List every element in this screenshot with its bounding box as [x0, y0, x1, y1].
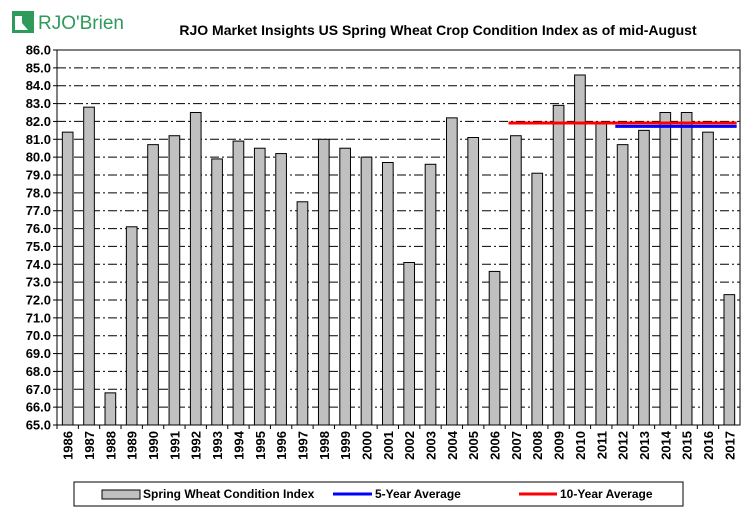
legend-label-condition-index: Spring Wheat Condition Index [143, 487, 315, 501]
x-tick-label: 2001 [381, 431, 396, 460]
y-tick-label: 80.0 [26, 150, 51, 165]
bar-1996 [275, 153, 287, 426]
x-tick-label: 2009 [552, 431, 567, 460]
y-tick-label: 78.0 [26, 185, 51, 200]
x-tick-label: 1993 [210, 431, 225, 460]
y-tick-label: 72.0 [26, 293, 51, 308]
bar-2004 [446, 117, 458, 426]
logo-text: RJO'Brien [38, 13, 124, 34]
x-tick-label: 2007 [509, 431, 524, 460]
plot-area: 65.0 66.0 67.0 68.0 69.0 70.0 71.0 72.0 73.0 74.0… [26, 43, 741, 460]
x-tick-label: 2005 [466, 431, 481, 460]
bar-1992 [189, 112, 202, 426]
bar-1993 [211, 158, 223, 426]
x-tick-label: 1994 [231, 430, 246, 460]
x-tick-label: 1989 [125, 431, 140, 460]
plot-frame [56, 49, 741, 426]
x-tick-label: 1999 [338, 431, 353, 460]
x-tick-label: 2015 [680, 431, 695, 460]
y-tick-label: 69.0 [26, 346, 51, 361]
bar-2000 [360, 156, 373, 426]
x-tick-label: 2000 [359, 431, 374, 460]
bar-2013 [638, 129, 650, 426]
y-tick-label: 79.0 [26, 168, 51, 183]
chart-title: RJO Market Insights US Spring Wheat Crop… [179, 22, 697, 38]
bar-1998 [317, 138, 330, 426]
x-tick-label: 1990 [146, 431, 161, 460]
y-tick-label: 84.0 [26, 78, 51, 93]
bar-2003 [424, 163, 437, 426]
y-tick-label: 85.0 [26, 60, 51, 75]
y-tick-label: 77.0 [26, 203, 51, 218]
y-tick-label: 73.0 [26, 275, 51, 290]
bar-2017 [723, 294, 736, 426]
bar-2011 [595, 122, 608, 426]
y-tick-label: 65.0 [26, 418, 51, 433]
bar-2015 [680, 112, 693, 426]
bar-2001 [381, 162, 394, 426]
bar-1997 [296, 201, 309, 426]
x-tick-label: 2006 [488, 431, 503, 460]
bar-2005 [467, 137, 480, 426]
bar-2012 [616, 144, 629, 426]
bar-1994 [232, 140, 245, 426]
rjobrien-logo: RJO'Brien [12, 11, 124, 34]
y-tick-label: 76.0 [26, 221, 51, 236]
x-tick-label: 2010 [573, 431, 588, 460]
x-tick-label: 2011 [594, 431, 609, 459]
y-tick-label: 82.0 [26, 114, 51, 129]
bar-1987 [83, 106, 95, 426]
x-tick-label: 2012 [616, 431, 631, 460]
legend-swatch-condition-index [101, 489, 141, 500]
bar-1988 [104, 392, 117, 426]
x-tick-label: 2014 [658, 430, 673, 460]
y-tick-label: 68.0 [26, 364, 51, 379]
bar-2014 [659, 112, 672, 426]
x-tick-label: 1995 [253, 431, 268, 460]
x-tick-label: 2008 [530, 431, 545, 460]
bar-1995 [253, 147, 266, 426]
bar-1986 [61, 131, 74, 426]
bar-2002 [403, 262, 416, 426]
bar-2010 [574, 74, 586, 426]
x-tick-label: 1991 [167, 431, 182, 460]
legend-box [73, 481, 684, 507]
bar-2006 [488, 270, 501, 426]
y-tick-label: 74.0 [26, 257, 51, 272]
x-tick-label: 2016 [701, 431, 716, 460]
bar-1989 [125, 226, 138, 426]
y-tick-label: 71.0 [26, 310, 51, 325]
y-tick-label: 66.0 [26, 400, 51, 415]
x-tick-label: 1987 [82, 431, 97, 460]
bar-1999 [339, 147, 351, 426]
x-tick-label: 2003 [424, 431, 439, 460]
bar-2007 [510, 135, 522, 426]
x-tick-label: 1997 [295, 431, 310, 460]
legend-label-5-year-average: 5-Year Average [375, 487, 461, 501]
bar-1990 [147, 144, 159, 426]
y-tick-label: 75.0 [26, 239, 51, 254]
bar-1991 [168, 135, 181, 426]
x-tick-label: 1986 [61, 431, 76, 460]
y-tick-label: 83.0 [26, 96, 51, 111]
bar-2008 [531, 172, 544, 426]
x-tick-label: 1998 [317, 431, 332, 460]
x-tick-label: 2017 [722, 431, 737, 460]
y-tick-label: 70.0 [26, 328, 51, 343]
legend-label-10-year-average: 10-Year Average [560, 487, 653, 501]
y-tick-label: 86.0 [26, 43, 51, 58]
y-tick-label: 67.0 [26, 382, 51, 397]
bar-2009 [552, 104, 565, 426]
x-tick-label: 2013 [637, 431, 652, 460]
x-tick-label: 1996 [274, 431, 289, 460]
x-tick-label: 2004 [445, 430, 460, 460]
x-tick-label: 2002 [402, 431, 417, 460]
x-tick-label: 1988 [103, 431, 118, 460]
y-tick-label: 81.0 [26, 132, 51, 147]
legend: Spring Wheat Condition Index 5-Year Aver… [73, 481, 684, 507]
x-tick-label: 1992 [189, 431, 204, 460]
logo-mark-glyph-icon [15, 16, 28, 30]
bar-2016 [702, 131, 714, 426]
